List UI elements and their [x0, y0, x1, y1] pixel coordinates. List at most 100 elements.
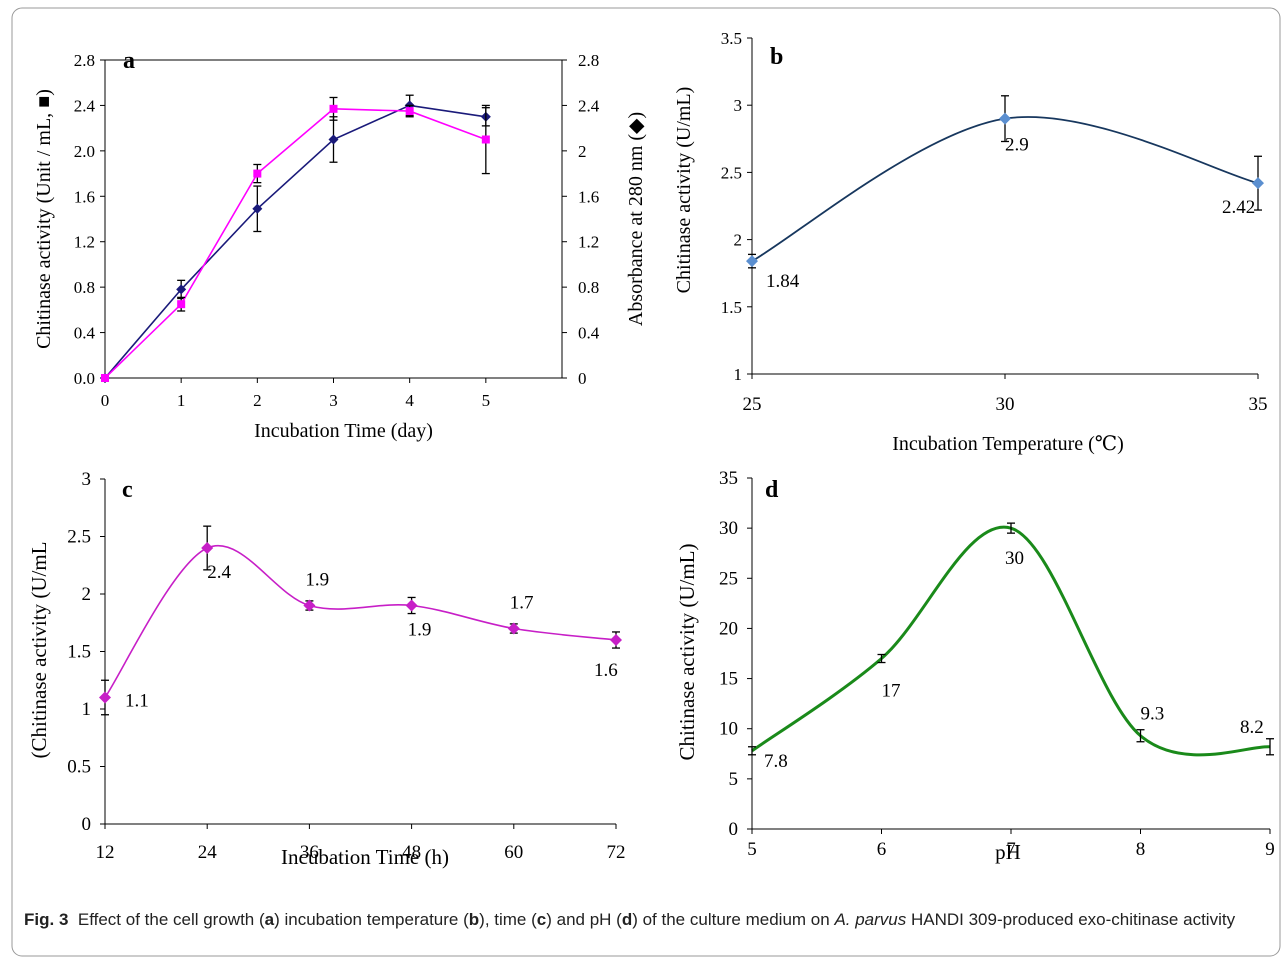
caption-panel-d: d — [621, 910, 633, 929]
chart-d-panel-label: d — [765, 477, 779, 503]
chart-c-y-tick-label: 0.5 — [67, 757, 91, 778]
caption-text-5: ) of the culture medium on — [632, 910, 835, 929]
figure-caption: Fig. 3 Effect of the cell growth (a) inc… — [24, 908, 1274, 931]
chart-d-y-tick-label: 30 — [719, 518, 738, 539]
chart-a-x-tick-label: 0 — [101, 391, 110, 410]
chart-b-panel-label: b — [770, 44, 783, 70]
caption-text-2: ) incubation temperature ( — [274, 910, 469, 929]
chart-a-y2-tick-label: 0.8 — [578, 278, 599, 297]
chart-a-panel-label: a — [123, 48, 135, 74]
chart-a-y2-tick-label: 0.4 — [578, 324, 600, 343]
chart-d-y-tick-label: 35 — [719, 468, 738, 489]
chart-a-y2-tick-label: 1.2 — [578, 233, 599, 252]
chart-a-x-tick-label: 2 — [253, 391, 262, 410]
chart-a-point — [329, 104, 338, 113]
chart-c-x-tick-label: 12 — [96, 842, 115, 863]
chart-a-point — [481, 135, 490, 144]
chart-a-x-tick-label: 3 — [329, 391, 338, 410]
chart-a-point — [405, 107, 414, 116]
caption-panel-a: a — [264, 910, 275, 929]
chart-b-y-tick-label: 2.5 — [721, 163, 742, 182]
chart-a-y-tick-label: 2.0 — [74, 142, 95, 161]
caption-species: A. parvus — [834, 910, 907, 929]
chart-a-y-tick-label: 0.4 — [74, 324, 96, 343]
chart-a-point — [177, 300, 186, 309]
chart-a-y2-tick-label: 2.8 — [578, 51, 599, 70]
chart-d-x-tick-label: 7 — [1006, 839, 1016, 860]
chart-c-y-tick-label: 1.5 — [67, 642, 91, 663]
chart-b-y-tick-label: 3 — [734, 96, 743, 115]
chart-a-y-tick-label: 2.4 — [74, 96, 96, 115]
chart-d-y-tick-label: 20 — [719, 618, 738, 639]
chart-b-x-axis-label: Incubation Temperature (℃) — [892, 433, 1124, 455]
chart-a-y-tick-label: 1.2 — [74, 233, 95, 252]
caption-text-6: HANDI 309-produced exo-chitinase activit… — [906, 910, 1236, 929]
chart-b-point — [746, 255, 758, 268]
chart-c-y-tick-label: 2.5 — [67, 527, 91, 548]
chart-a-point — [328, 134, 339, 145]
chart-d-data-label: 7.8 — [764, 751, 788, 772]
chart-b-y-tick-label: 2 — [734, 231, 743, 250]
chart-c-x-tick-label: 48 — [402, 842, 421, 863]
caption-text-4: ) and pH ( — [546, 910, 622, 929]
chart-d-y-tick-label: 10 — [719, 719, 738, 740]
chart-d-data-label: 9.3 — [1141, 704, 1165, 725]
figure-label: Fig. 3 — [24, 910, 69, 929]
chart-b-point — [999, 112, 1011, 125]
chart-b-y-tick-label: 3.5 — [721, 29, 742, 48]
caption-text-1: Effect of the cell growth ( — [77, 910, 265, 929]
chart-c-y-tick-label: 1 — [82, 699, 92, 720]
chart-b-x-tick-label: 30 — [996, 394, 1015, 415]
chart-a-y-tick-label: 0.8 — [74, 278, 95, 297]
chart-c-data-label: 1.6 — [594, 660, 618, 681]
chart-b-y-tick-label: 1.5 — [721, 298, 742, 317]
chart-a-y2-tick-label: 0 — [578, 369, 587, 388]
chart-a-y-tick-label: 1.6 — [74, 187, 95, 206]
chart-a-point — [252, 203, 263, 214]
chart-c-x-tick-label: 36 — [300, 842, 319, 863]
chart-a-point — [176, 284, 187, 295]
chart-a-series-1-line — [104, 104, 486, 379]
chart-a-y2-tick-label: 2 — [578, 142, 587, 161]
caption-panel-c: c — [536, 910, 547, 929]
chart-a-x-tick-label: 4 — [405, 391, 414, 410]
chart-b-y-axis-label: Chitinase activity (U/mL) — [673, 87, 695, 294]
figure-border — [11, 7, 1281, 957]
chart-c-point — [201, 542, 214, 554]
chart-b-data-label: 1.84 — [766, 271, 800, 292]
chart-d-y-tick-label: 0 — [729, 819, 739, 840]
chart-c-x-tick-label: 24 — [198, 842, 218, 863]
chart-a-y2-tick-label: 2.4 — [578, 96, 600, 115]
chart-c-panel-label: c — [122, 477, 133, 503]
chart-c-x-tick-label: 60 — [504, 842, 523, 863]
chart-d-x-tick-label: 6 — [877, 839, 887, 860]
chart-a-y2-axis-label: Absorbance at 280 nm (◆) — [625, 112, 647, 326]
chart-d-data-label: 8.2 — [1240, 717, 1264, 738]
chart-c-data-label: 1.9 — [408, 620, 432, 641]
chart-c-point — [610, 634, 622, 646]
chart-d-data-label: 30 — [1005, 548, 1024, 569]
chart-b-data-label: 2.9 — [1005, 135, 1029, 156]
chart-d-y-axis-label: Chitinase activity (U/mL) — [675, 544, 699, 761]
chart-a-series-2-line — [104, 108, 487, 379]
chart-c-point — [405, 599, 418, 612]
chart-b-data-label: 2.42 — [1222, 197, 1255, 218]
chart-b-y-tick-label: 1 — [734, 365, 743, 384]
caption-panel-b: b — [468, 910, 480, 929]
chart-c-y-tick-label: 0 — [82, 814, 92, 835]
chart-a-y-tick-label: 0.0 — [74, 369, 95, 388]
chart-c-x-tick-label: 72 — [607, 842, 626, 863]
chart-d-data-label: 17 — [882, 681, 901, 702]
chart-b-point — [1252, 177, 1264, 190]
chart-c-point — [507, 622, 520, 635]
chart-a-y-axis-label: Chitinase activity (Unit / mL, ■) — [33, 89, 55, 349]
chart-d-x-axis-label: pH — [995, 840, 1021, 864]
chart-d-x-tick-label: 5 — [747, 839, 757, 860]
chart-a-x-axis-label: Incubation Time (day) — [254, 420, 433, 442]
chart-d-y-tick-label: 25 — [719, 568, 738, 589]
chart-c-y-tick-label: 3 — [82, 469, 92, 490]
chart-a-point — [101, 374, 109, 382]
chart-d-y-tick-label: 15 — [719, 669, 738, 690]
